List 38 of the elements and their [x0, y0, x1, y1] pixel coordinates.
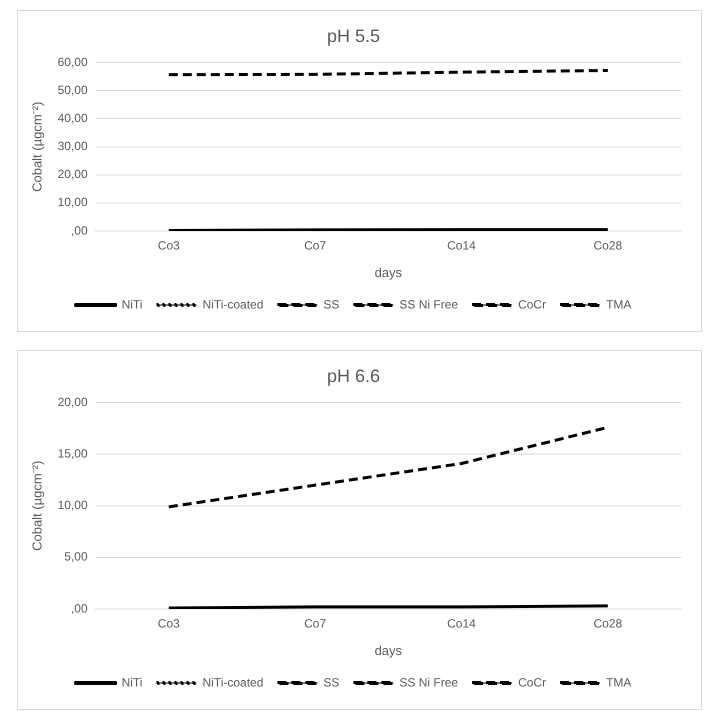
y-tick-label: 30,00	[58, 139, 88, 154]
legend-label: CoCr	[518, 675, 546, 690]
legend-label: NiTi-coated	[202, 297, 264, 312]
x-tick-label: Co7	[304, 238, 326, 253]
x-tick-label: Co3	[158, 238, 180, 253]
x-axis-title: days	[374, 642, 403, 658]
x-tick-label: Co14	[447, 616, 476, 631]
chart-title: pH 5.5	[326, 26, 380, 46]
y-tick-label: 60,00	[58, 54, 88, 69]
legend-label: SS Ni Free	[399, 297, 458, 312]
legend-label: SS Ni Free	[399, 675, 458, 690]
y-tick-label: 10,00	[58, 498, 88, 512]
legend-label: SS	[323, 675, 340, 690]
y-tick-label: 15,00	[58, 446, 88, 461]
legend-label: SS	[323, 297, 340, 312]
x-tick-label: Co3	[158, 616, 180, 631]
y-axis-title: Cobalt (µgcm⁻²)	[29, 102, 44, 192]
y-axis-title: Cobalt (µgcm⁻²)	[29, 460, 44, 551]
x-tick-label: Co28	[593, 238, 622, 253]
legend-label: NiTi	[122, 675, 142, 690]
legend-label: TMA	[606, 675, 632, 690]
y-tick-label: ,00	[70, 601, 88, 616]
y-tick-label: 20,00	[58, 394, 88, 409]
chart-title: pH 6.6	[326, 366, 380, 386]
y-tick-label: ,00	[70, 223, 88, 238]
legend-label: NiTi	[122, 297, 142, 312]
y-tick-label: 5,00	[64, 550, 88, 564]
legend-label: CoCr	[518, 297, 546, 312]
legend-label: NiTi-coated	[202, 675, 264, 690]
y-tick-label: 50,00	[58, 82, 88, 97]
y-tick-label: 40,00	[58, 111, 88, 126]
x-tick-label: Co28	[593, 616, 622, 631]
x-tick-label: Co7	[304, 616, 326, 631]
legend-label: TMA	[606, 297, 632, 312]
x-tick-label: Co14	[447, 238, 476, 253]
y-tick-label: 10,00	[58, 195, 88, 210]
x-axis-title: days	[374, 264, 403, 280]
y-tick-label: 20,00	[58, 167, 88, 182]
